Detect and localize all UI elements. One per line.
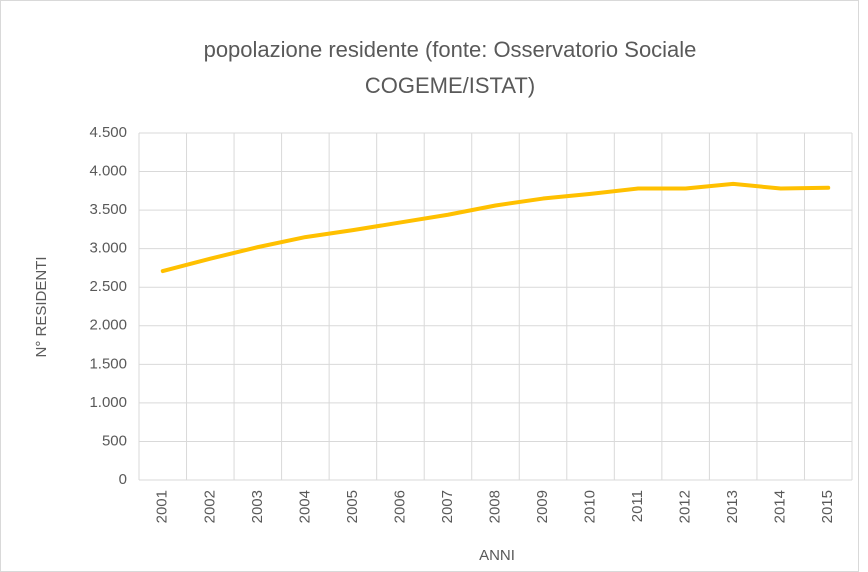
y-axis-label: N° RESIDENTI — [33, 256, 50, 357]
data-line — [160, 181, 831, 274]
x-tick-label: 2004 — [296, 490, 313, 523]
x-tick-label: 2006 — [391, 490, 408, 523]
y-tick-label: 1.000 — [89, 394, 127, 411]
x-tick-label: 2011 — [629, 490, 646, 522]
x-tick-label: 2014 — [772, 490, 789, 523]
y-tick-label: 3.500 — [89, 201, 127, 218]
x-tick-label: 2012 — [677, 490, 694, 523]
y-tick-label: 3.000 — [89, 240, 127, 257]
x-tick-label: 2007 — [439, 490, 456, 523]
y-tick-label: 2.000 — [89, 317, 127, 334]
x-tick-label: 2009 — [534, 490, 551, 523]
x-tick-label: 2008 — [486, 490, 503, 523]
y-tick-label: 4.500 — [89, 124, 127, 141]
y-tick-label: 2.500 — [89, 278, 127, 295]
chart-title: popolazione residente (fonte: Osservator… — [203, 37, 697, 98]
x-tick-label: 2002 — [201, 490, 218, 523]
y-tick-label: 1.500 — [89, 355, 127, 372]
x-tick-label: 2003 — [249, 490, 266, 523]
x-tick-label: 2015 — [819, 490, 836, 523]
x-tick-label: 2001 — [154, 490, 171, 523]
y-tick-label: 0 — [119, 471, 127, 488]
y-tick-label: 4.000 — [89, 163, 127, 180]
x-axis-label: ANNI — [479, 547, 515, 564]
x-tick-label: 2010 — [582, 490, 599, 523]
x-tick-label: 2005 — [344, 490, 361, 523]
x-tick-label: 2013 — [724, 490, 741, 523]
y-tick-label: 500 — [102, 432, 127, 449]
